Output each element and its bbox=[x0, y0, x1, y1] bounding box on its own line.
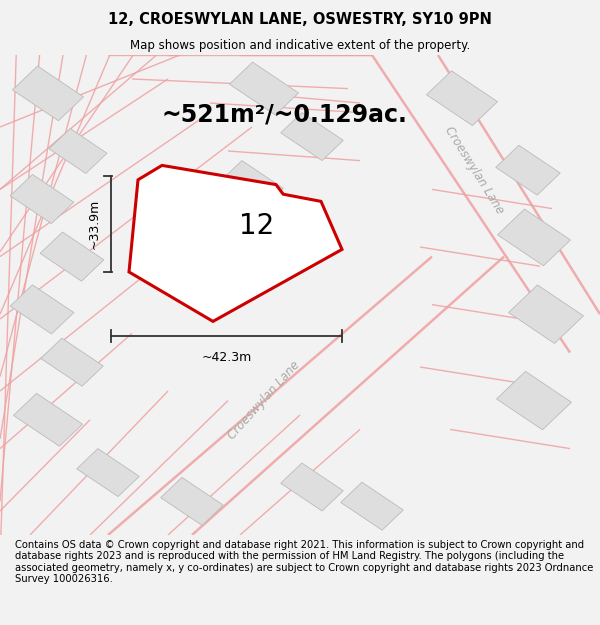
Polygon shape bbox=[281, 463, 343, 511]
Polygon shape bbox=[41, 338, 103, 386]
Polygon shape bbox=[497, 209, 571, 266]
Text: ~42.3m: ~42.3m bbox=[202, 351, 251, 364]
Polygon shape bbox=[10, 174, 74, 224]
Text: 12: 12 bbox=[239, 212, 275, 240]
Polygon shape bbox=[496, 145, 560, 195]
Text: Contains OS data © Crown copyright and database right 2021. This information is : Contains OS data © Crown copyright and d… bbox=[15, 539, 593, 584]
Polygon shape bbox=[281, 112, 343, 161]
Text: Croeswylan Lane: Croeswylan Lane bbox=[226, 359, 302, 442]
Polygon shape bbox=[13, 66, 83, 121]
Polygon shape bbox=[77, 449, 139, 497]
Polygon shape bbox=[10, 285, 74, 334]
Polygon shape bbox=[221, 161, 283, 209]
Polygon shape bbox=[49, 129, 107, 174]
Polygon shape bbox=[229, 62, 299, 115]
Polygon shape bbox=[341, 482, 403, 530]
Polygon shape bbox=[13, 393, 83, 446]
Polygon shape bbox=[40, 232, 104, 281]
Polygon shape bbox=[497, 371, 571, 430]
Text: ~33.9m: ~33.9m bbox=[88, 199, 101, 249]
Text: 12, CROESWYLAN LANE, OSWESTRY, SY10 9PN: 12, CROESWYLAN LANE, OSWESTRY, SY10 9PN bbox=[108, 12, 492, 27]
Text: ~521m²/~0.129ac.: ~521m²/~0.129ac. bbox=[162, 103, 408, 127]
Polygon shape bbox=[129, 166, 342, 321]
Polygon shape bbox=[161, 478, 223, 526]
Polygon shape bbox=[427, 71, 497, 126]
Polygon shape bbox=[509, 285, 583, 343]
Text: Croeswylan Lane: Croeswylan Lane bbox=[442, 124, 506, 216]
Text: Map shows position and indicative extent of the property.: Map shows position and indicative extent… bbox=[130, 39, 470, 51]
